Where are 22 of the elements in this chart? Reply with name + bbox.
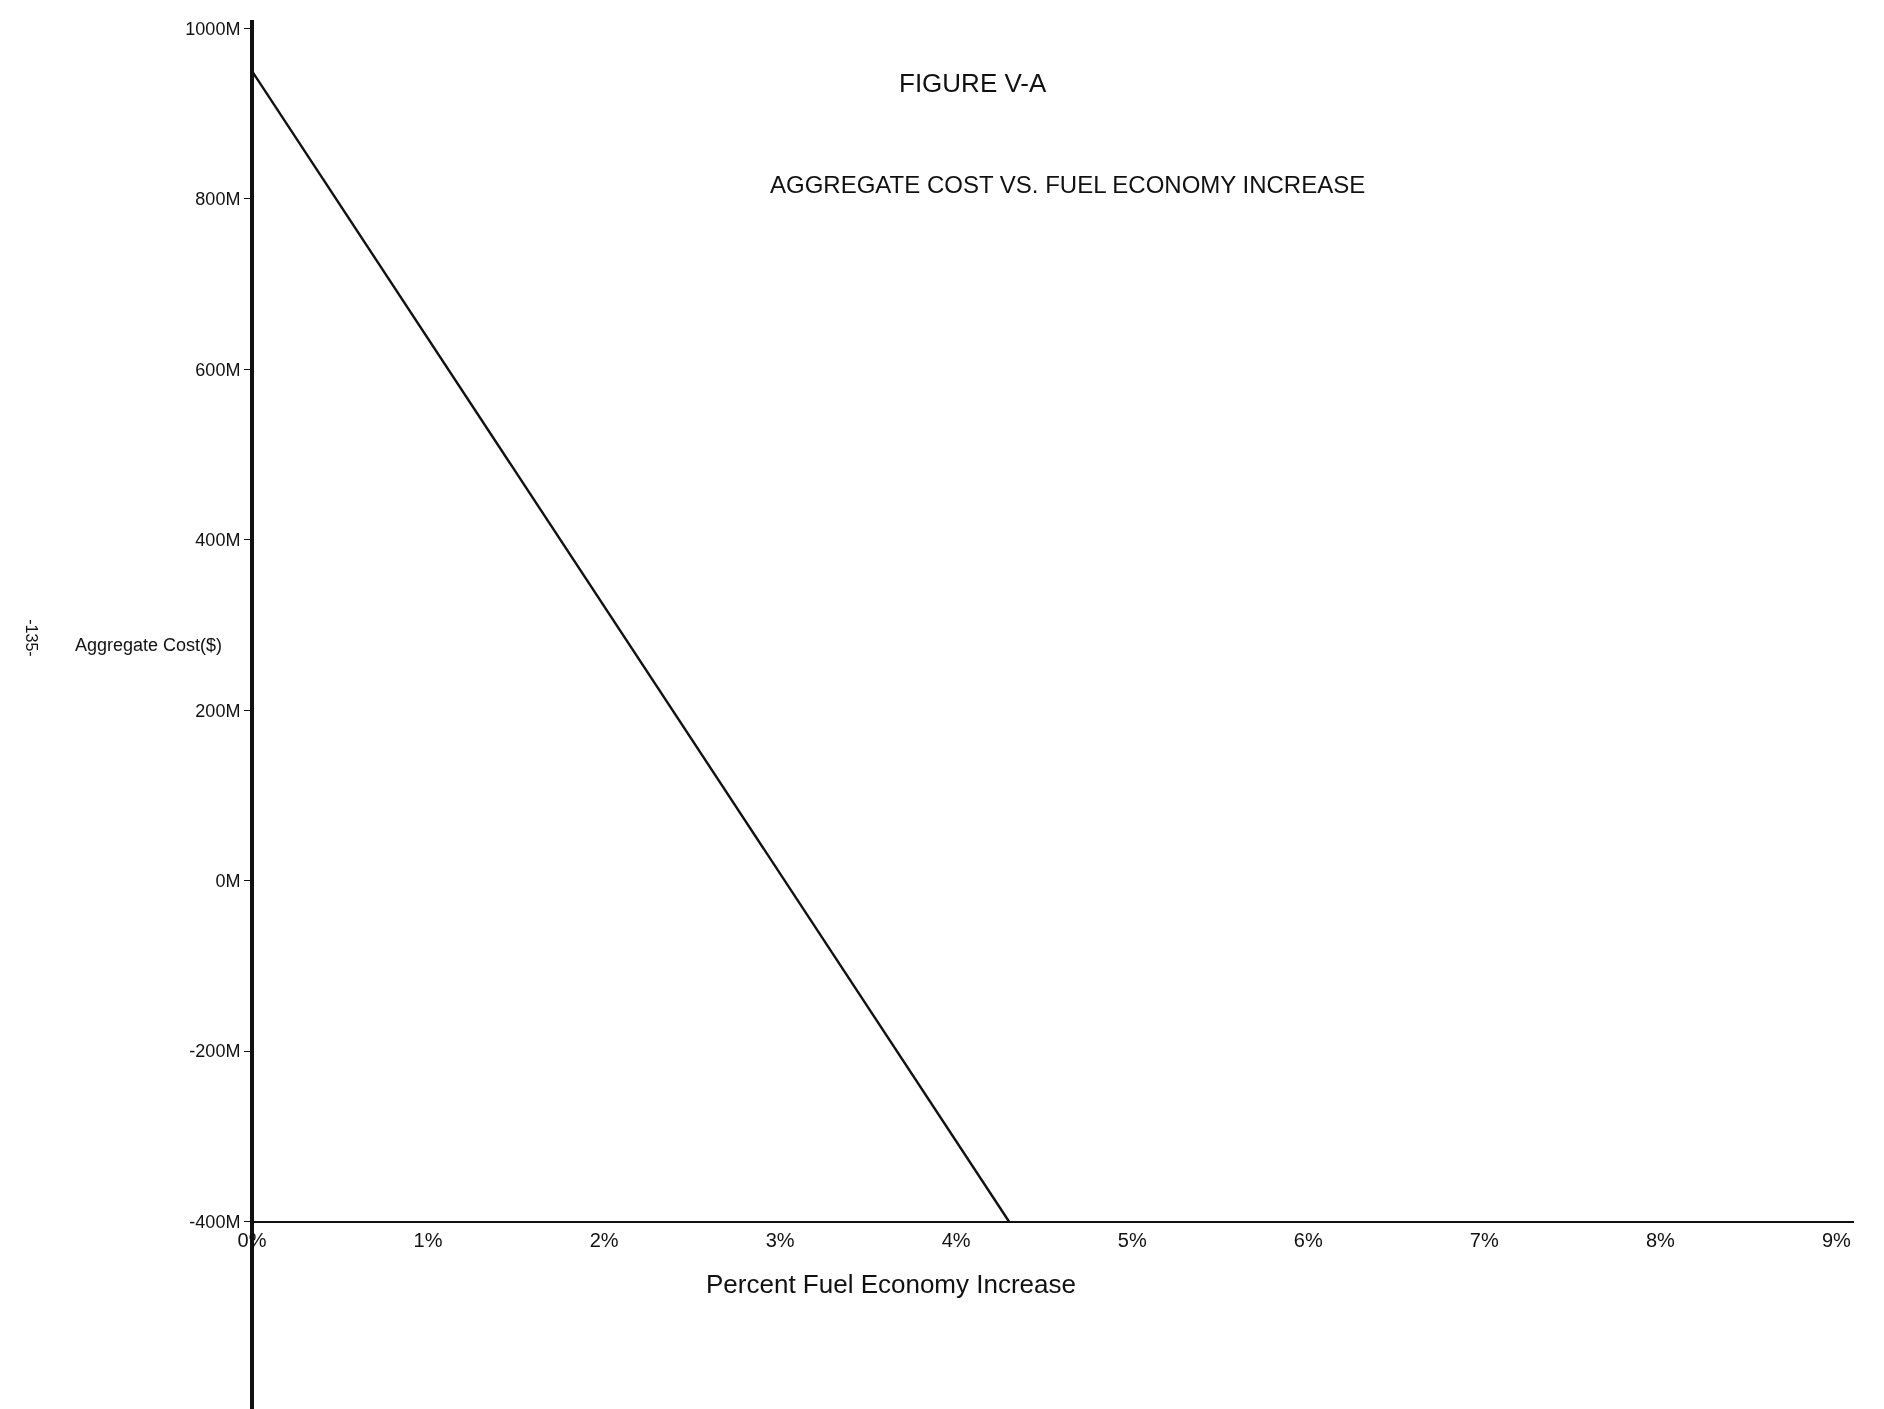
y-tick-label: 1000M [185, 18, 241, 39]
x-tick-label: 1% [413, 1228, 443, 1251]
x-tick-label: 2% [589, 1228, 619, 1251]
text: -135- [22, 619, 40, 657]
x-axis-title: Percent Fuel Economy Increase [706, 1269, 1076, 1299]
y-tick-label: -200M [189, 1041, 241, 1062]
y-tick-label: -400M [189, 1211, 241, 1232]
y-tick-label: 800M [195, 189, 241, 210]
text: AGGREGATE COST VS. FUEL ECONOMY INCREASE [770, 171, 1366, 198]
x-tick-label: 8% [1645, 1228, 1676, 1251]
y-tick-label: 400M [195, 530, 241, 551]
y-axis-title: Aggregate Cost($) [75, 635, 223, 655]
x-tick-label: 7% [1469, 1228, 1499, 1251]
y-tick-label: 600M [195, 359, 241, 380]
y-tick-label: 0M [215, 870, 241, 891]
x-tick-label: 9% [1821, 1228, 1852, 1251]
x-tick-label: 4% [941, 1228, 971, 1251]
x-tick-label: 5% [1117, 1228, 1147, 1251]
text: FIGURE V-A [899, 68, 1048, 98]
x-tick-label: 3% [765, 1228, 795, 1251]
y-tick-label: 200M [195, 700, 241, 721]
x-tick-label: 6% [1293, 1228, 1323, 1251]
